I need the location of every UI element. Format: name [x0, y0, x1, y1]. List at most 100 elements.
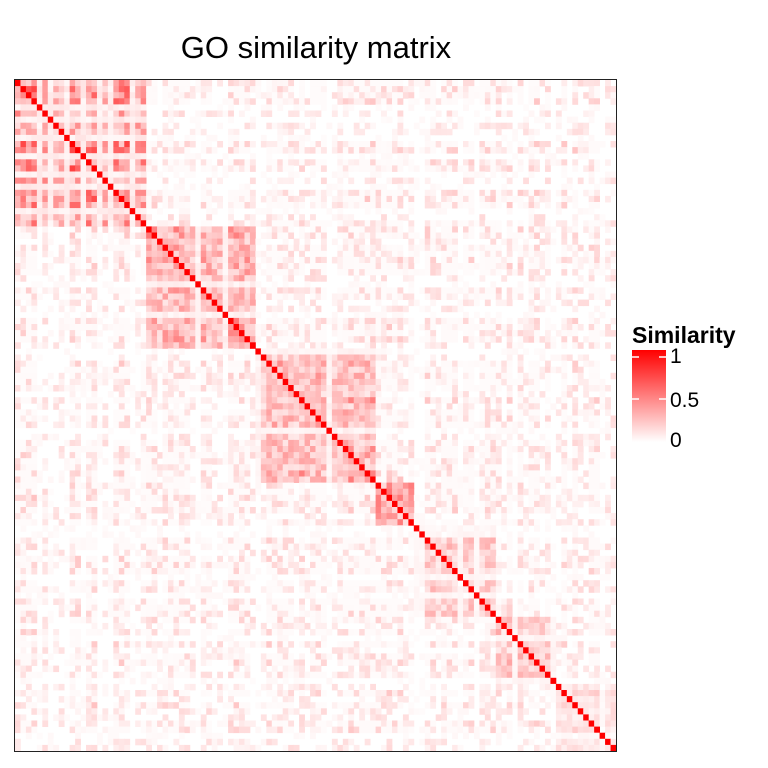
heatmap-cell [124, 269, 131, 276]
heatmap-cell [102, 281, 109, 288]
heatmap-cell [577, 452, 584, 459]
heatmap-cell [370, 397, 376, 404]
heatmap-cell [370, 293, 376, 301]
heatmap-cell [310, 348, 316, 355]
heatmap-cell [594, 220, 601, 227]
heatmap-cell [124, 372, 131, 380]
heatmap-cell [277, 80, 284, 87]
heatmap-cell [184, 195, 191, 203]
heatmap-cell [151, 354, 158, 362]
heatmap-cell [58, 256, 65, 264]
heatmap-cell [572, 116, 579, 124]
heatmap-diagonal-cell [162, 244, 169, 252]
heatmap-cell [282, 122, 289, 130]
heatmap-cell [107, 128, 114, 136]
heatmap-cell [561, 427, 568, 435]
heatmap-cell [610, 92, 616, 99]
heatmap-cell [266, 385, 273, 392]
heatmap-cell [326, 403, 333, 410]
heatmap-cell [86, 464, 92, 471]
heatmap-cell [391, 159, 398, 166]
heatmap-cell [359, 445, 366, 453]
heatmap-cell [260, 415, 267, 423]
heatmap-cell [239, 445, 245, 453]
heatmap-cell [588, 378, 595, 386]
heatmap-cell [452, 409, 458, 416]
heatmap-cell [58, 183, 65, 191]
heatmap-cell [473, 433, 480, 441]
heatmap-cell [173, 470, 180, 477]
heatmap-cell [222, 348, 229, 355]
heatmap-cell [331, 256, 338, 264]
heatmap-cell [337, 403, 344, 410]
heatmap-cell [129, 110, 136, 117]
heatmap-cell [310, 147, 316, 154]
heatmap-cell [501, 134, 508, 142]
heatmap-cell [397, 250, 404, 258]
heatmap-cell [484, 445, 491, 453]
heatmap-diagonal-cell [222, 311, 229, 319]
heatmap-cell [20, 360, 27, 368]
heatmap-cell [228, 104, 234, 111]
heatmap-cell [566, 317, 573, 325]
heatmap-cell [157, 464, 163, 471]
heatmap-cell [370, 415, 376, 423]
heatmap-cell [364, 80, 371, 87]
heatmap-cell [206, 183, 213, 191]
heatmap-cell [484, 165, 491, 172]
heatmap-cell [588, 177, 595, 185]
heatmap-diagonal-cell [184, 269, 191, 276]
heatmap-cell [222, 98, 229, 105]
heatmap-cell [577, 372, 584, 380]
heatmap-cell [359, 415, 366, 423]
heatmap-cell [342, 348, 349, 355]
heatmap-cell [124, 385, 131, 392]
heatmap-cell [320, 80, 327, 87]
heatmap-cell [381, 214, 387, 221]
heatmap-cell [118, 324, 125, 331]
heatmap-cell [20, 409, 27, 416]
heatmap-cell [594, 324, 601, 331]
heatmap-cell [96, 360, 103, 368]
heatmap-cell [561, 189, 568, 197]
heatmap-cell [430, 397, 437, 404]
heatmap-cell [271, 287, 278, 294]
heatmap-cell [36, 293, 43, 301]
heatmap-cell [69, 92, 76, 99]
heatmap-cell [15, 189, 21, 197]
heatmap-cell [506, 195, 513, 203]
heatmap-cell [534, 293, 540, 301]
heatmap-cell [195, 330, 202, 337]
heatmap-cell [583, 122, 590, 130]
heatmap-cell [495, 269, 502, 276]
heatmap-cell [173, 269, 180, 276]
heatmap-cell [228, 354, 234, 362]
heatmap-cell [288, 147, 295, 154]
heatmap-cell [331, 147, 338, 154]
heatmap-cell [413, 299, 420, 307]
heatmap-cell [102, 134, 109, 142]
heatmap-cell [468, 208, 475, 215]
heatmap-cell [342, 330, 349, 337]
heatmap-cell [146, 238, 152, 246]
heatmap-cell [599, 214, 606, 221]
heatmap-cell [408, 403, 415, 410]
heatmap-cell [42, 244, 49, 252]
heatmap-cell [228, 214, 234, 221]
heatmap-cell [299, 189, 305, 197]
heatmap-cell [320, 275, 327, 282]
heatmap-cell [288, 372, 295, 380]
heatmap-cell [69, 98, 76, 105]
heatmap-cell [91, 134, 98, 142]
heatmap-cell [69, 238, 76, 246]
heatmap-cell [167, 281, 174, 288]
heatmap-cell [342, 324, 349, 331]
heatmap-cell [113, 409, 120, 416]
heatmap-cell [118, 220, 125, 227]
heatmap-cell [337, 183, 344, 191]
heatmap-cell [446, 263, 453, 270]
heatmap-cell [348, 372, 355, 380]
heatmap-cell [173, 226, 180, 233]
heatmap-cell [118, 92, 125, 99]
heatmap-cell [342, 433, 349, 441]
